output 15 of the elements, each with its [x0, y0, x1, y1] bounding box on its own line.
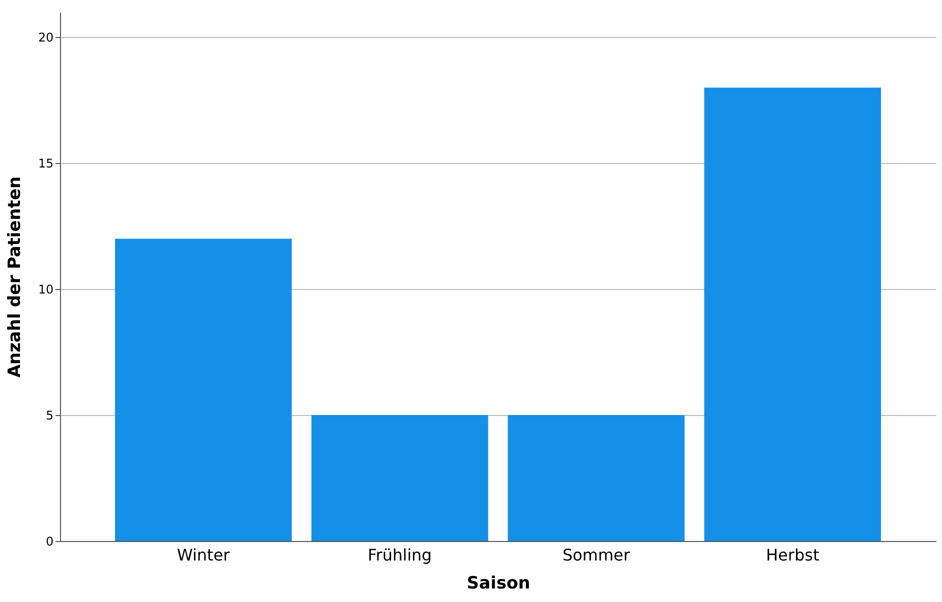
bar	[311, 415, 488, 541]
x-tick-label: Sommer	[562, 546, 630, 564]
x-tick-label: Winter	[177, 546, 230, 564]
x-tick-label: Herbst	[766, 546, 820, 564]
x-axis-title: Saison	[466, 574, 530, 594]
y-tick-label: 10	[38, 282, 54, 297]
y-tick-label: 0	[46, 534, 54, 548]
bar	[704, 88, 882, 541]
y-tick-label: 20	[38, 30, 54, 45]
x-tick-label: Frühling	[368, 546, 432, 564]
bar	[114, 238, 292, 541]
y-tick-label: 5	[46, 408, 54, 423]
y-tick-label: 15	[38, 156, 54, 171]
bar	[508, 415, 685, 541]
y-axis-title: Anzahl der Patienten	[5, 176, 26, 378]
